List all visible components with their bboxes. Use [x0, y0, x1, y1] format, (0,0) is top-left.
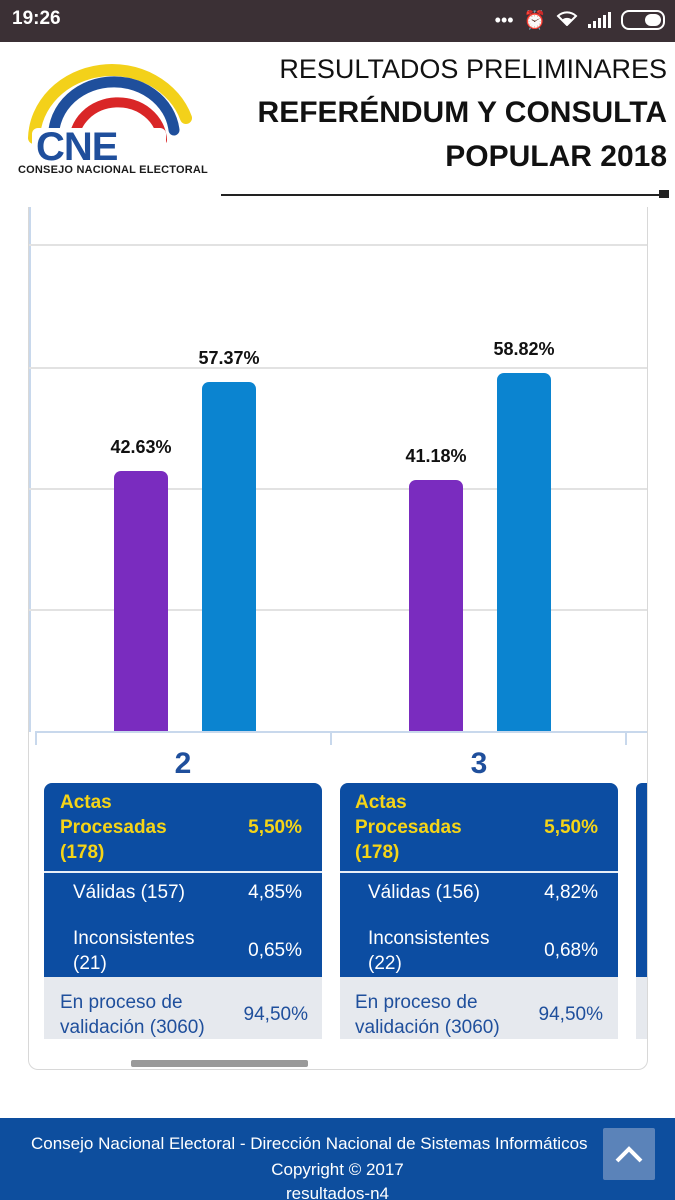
bar-value-label: 57.37% [198, 347, 260, 368]
cne-logo[interactable]: CNE CONSEJO NACIONAL ELECTORAL [14, 60, 214, 200]
summary-panel-3: Actas Procesadas (178) 5,50% Válidas (15… [340, 783, 618, 1039]
actas-label: Actas Procesadas (178) [355, 792, 462, 863]
header-divider-end [659, 190, 669, 198]
gridline [29, 488, 647, 490]
validas-label: Válidas (156) [368, 882, 480, 903]
bar-2-series2[interactable] [202, 381, 256, 731]
back-to-top-button[interactable] [603, 1128, 655, 1180]
en-proceso-label: En proceso de validación (3060) [60, 992, 205, 1038]
en-proceso-label: En proceso de validación (3060) [355, 992, 500, 1038]
gridline [29, 244, 647, 246]
category-label-3: 3 [470, 747, 488, 780]
chart-left-axis [29, 207, 31, 732]
category-label-2: 2 [174, 747, 192, 780]
site-header: CNE CONSEJO NACIONAL ELECTORAL RESULTADO… [0, 42, 675, 207]
header-title-line3: POPULAR 2018 [445, 140, 667, 173]
bar-3-series1[interactable] [409, 480, 463, 731]
validas-pct: 4,82% [544, 882, 598, 903]
chevron-up-icon [615, 1146, 643, 1163]
bar-value-label: 41.18% [405, 446, 467, 467]
bar-value-label: 42.63% [110, 437, 172, 458]
gridline [29, 367, 647, 369]
inconsistentes-label: Inconsistentes (21) [73, 928, 195, 974]
en-proceso-pct: 94,50% [243, 1004, 308, 1025]
site-footer: Consejo Nacional Electoral - Dirección N… [0, 1118, 675, 1200]
footer-line1: Consejo Nacional Electoral - Dirección N… [31, 1134, 588, 1153]
battery-icon [621, 10, 665, 30]
x-tick [625, 731, 627, 745]
gridline [29, 609, 647, 611]
status-icons: ••• ⏰ [495, 8, 665, 32]
bar-chart: 2 3 42.63% 57.37% 41.18% 58.82% [29, 207, 647, 780]
status-bar: 19:26 ••• ⏰ [0, 0, 675, 42]
status-time: 19:26 [12, 8, 61, 29]
wifi-icon [556, 10, 578, 31]
inconsistentes-pct: 0,68% [544, 940, 598, 961]
footer-line3: resultados-n4 [285, 1184, 389, 1200]
signal-icon [588, 12, 611, 28]
actas-pct: 5,50% [248, 817, 302, 838]
bar-2-series1[interactable] [114, 471, 168, 731]
alarm-icon: ⏰ [523, 9, 546, 30]
x-tick [330, 731, 332, 745]
en-proceso-pct: 94,50% [538, 1004, 603, 1025]
x-tick [35, 731, 37, 745]
results-card: 2 3 42.63% 57.37% 41.18% 58.82% Actas Proce… [28, 207, 648, 1070]
inconsistentes-pct: 0,65% [248, 940, 302, 961]
logo-text: CNE [36, 125, 118, 169]
validas-pct: 4,85% [248, 882, 302, 903]
validas-label: Válidas (157) [73, 882, 185, 903]
header-divider [221, 194, 667, 196]
logo-caption: CONSEJO NACIONAL ELECTORAL [18, 164, 208, 176]
footer-copyright: Copyright © 2017 [271, 1160, 404, 1179]
bar-value-label: 58.82% [493, 338, 555, 359]
x-axis [35, 731, 647, 733]
summary-panel-partial [636, 783, 647, 1039]
actas-label: Actas Procesadas (178) [60, 792, 167, 863]
header-title-line2: REFERÉNDUM Y CONSULTA [257, 96, 667, 129]
summary-panel-2: Actas Procesadas (178) 5,50% Válidas (15… [44, 783, 322, 1039]
header-title-line1: RESULTADOS PRELIMINARES [279, 54, 667, 84]
horizontal-scrollbar[interactable] [131, 1060, 308, 1067]
more-icon: ••• [494, 9, 514, 30]
inconsistentes-label: Inconsistentes (22) [368, 928, 490, 974]
actas-pct: 5,50% [544, 817, 598, 838]
bar-3-series2[interactable] [497, 372, 551, 731]
